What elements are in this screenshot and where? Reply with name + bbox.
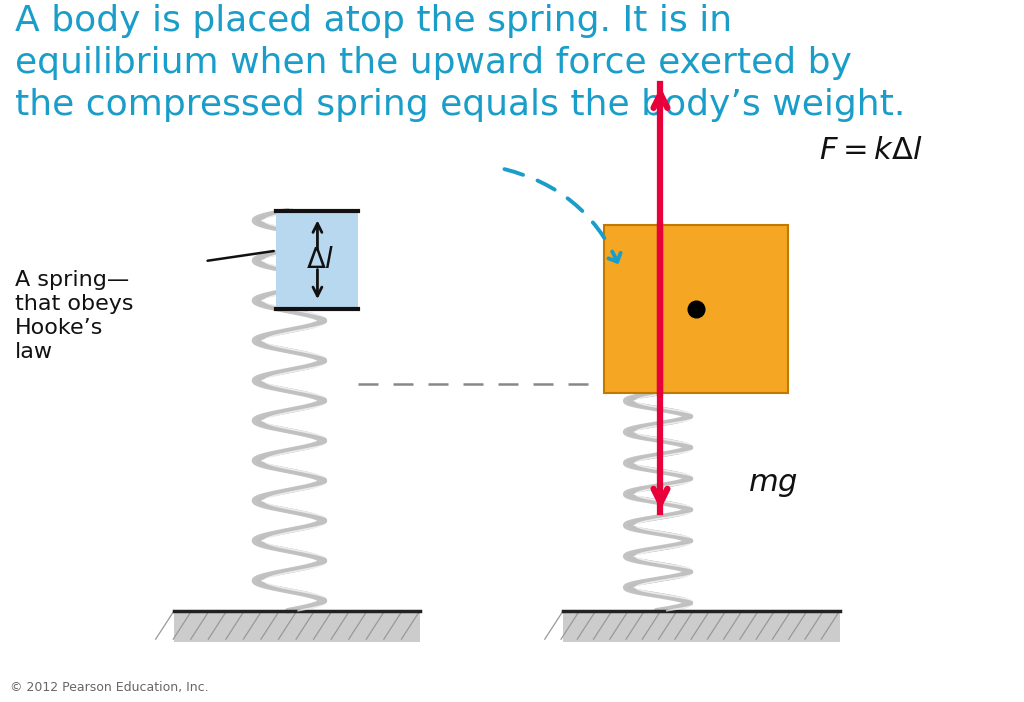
Text: A spring—
that obeys
Hooke’s
law: A spring— that obeys Hooke’s law xyxy=(15,270,134,362)
Bar xyxy=(174,611,420,642)
FancyArrowPatch shape xyxy=(505,169,621,262)
Text: $\Delta l$: $\Delta l$ xyxy=(306,246,335,274)
Bar xyxy=(276,211,358,309)
Bar xyxy=(563,611,840,642)
Text: $mg$: $mg$ xyxy=(748,470,798,499)
Text: A body is placed atop the spring. It is in
equilibrium when the upward force exe: A body is placed atop the spring. It is … xyxy=(15,4,906,121)
Text: $F = k\Delta l$: $F = k\Delta l$ xyxy=(819,136,923,166)
Bar xyxy=(604,225,788,393)
Text: © 2012 Pearson Education, Inc.: © 2012 Pearson Education, Inc. xyxy=(10,680,209,694)
